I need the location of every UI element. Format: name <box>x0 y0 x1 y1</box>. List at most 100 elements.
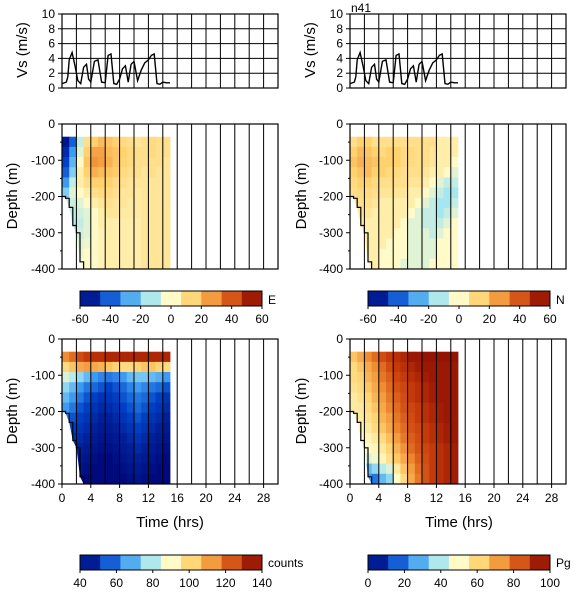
heatmap-cell <box>162 136 171 148</box>
heatmap-cell <box>422 146 430 158</box>
heatmap-cell <box>62 187 70 199</box>
heatmap-cell <box>400 351 408 363</box>
heatmap-cell <box>371 351 380 363</box>
heatmap-cell <box>436 473 444 485</box>
heatmap-cell <box>134 422 142 434</box>
heatmap-cell <box>429 258 437 270</box>
heatmap-cell <box>371 238 380 250</box>
heatmap-cell <box>126 412 135 424</box>
no-data-mask <box>62 411 84 484</box>
heatmap-cell <box>148 197 156 209</box>
heatmap-cell <box>407 422 416 434</box>
heatmap-cell <box>126 248 135 260</box>
heatmap-cell <box>414 382 423 393</box>
heatmap-cell <box>436 351 444 363</box>
heatmap-cell <box>148 136 156 148</box>
heatmap-cell <box>90 402 99 414</box>
colorbar-swatch <box>368 555 389 570</box>
heatmap-cell <box>407 412 416 424</box>
heatmap-cell <box>162 228 171 239</box>
heatmap-cell <box>148 402 156 414</box>
heatmap-cell <box>126 187 135 199</box>
heatmap-cell <box>422 228 430 239</box>
heatmap-cell <box>393 402 401 414</box>
heatmap-cell <box>436 402 444 414</box>
heatmap-cell <box>378 167 387 178</box>
heatmap-cell <box>450 351 459 363</box>
heatmap-cell <box>69 351 77 363</box>
heatmap-cell <box>98 453 106 465</box>
heatmap-cell <box>69 177 77 188</box>
heatmap-cell <box>429 157 437 168</box>
heatmap-cell <box>69 136 77 148</box>
heatmap-cell <box>112 136 120 148</box>
heatmap-cell <box>378 433 387 444</box>
heatmap-cell <box>83 392 92 403</box>
heatmap-cell <box>112 258 120 270</box>
heatmap-cell <box>90 238 99 250</box>
no-data-mask <box>62 196 84 269</box>
heatmap-cell <box>400 361 408 373</box>
heatmap-cell <box>90 382 99 393</box>
heatmap-cell <box>450 361 459 373</box>
heatmap-cell <box>364 351 372 363</box>
heatmap-cell <box>450 187 459 199</box>
heatmap-cell <box>148 228 156 239</box>
heatmap-cell <box>155 218 164 229</box>
heatmap-cell <box>69 187 77 199</box>
grid-lines <box>363 124 553 269</box>
heatmap-cell <box>134 453 142 465</box>
y-tick-label: -300 <box>31 441 55 455</box>
heatmap-cell <box>162 402 171 414</box>
heatmap-cell <box>134 187 142 199</box>
heatmap-cell <box>76 392 84 403</box>
y-tick-label: 0 <box>48 332 55 346</box>
heatmap-cell <box>429 453 437 465</box>
heatmap-cell <box>400 392 408 403</box>
heatmap-cell <box>393 372 401 383</box>
heatmap-cell <box>357 402 365 414</box>
heatmap-cell <box>155 136 164 148</box>
heatmap-cell <box>155 392 164 403</box>
heatmap-cell <box>162 207 171 219</box>
heatmap-cell <box>407 453 416 465</box>
heatmap-cell <box>98 228 106 239</box>
panel-pg: Depth (m) Time (hrs) 0 -100 -200 -300 -400 0 4… <box>293 332 567 531</box>
heatmap-cell <box>105 473 113 485</box>
heatmap-cell <box>386 157 394 168</box>
heatmap-cell <box>105 187 113 199</box>
heatmap-cell <box>422 372 430 383</box>
heatmap-cell <box>378 422 387 434</box>
heatmap-cell <box>386 238 394 250</box>
colorbar-n: N -60 -40 -20 0 20 40 60 <box>359 290 565 326</box>
y-tick-label: 8 <box>336 22 343 36</box>
heatmap-cell <box>155 351 164 363</box>
heatmap-cell <box>119 218 128 229</box>
heatmap-cell <box>76 177 84 188</box>
heatmap-cell <box>119 248 128 260</box>
heatmap-cell <box>414 351 423 363</box>
heatmap-cell <box>400 207 408 219</box>
heatmap-cell <box>414 258 423 270</box>
heatmap-cell <box>450 177 459 188</box>
heatmap-cell <box>112 187 120 199</box>
heatmap-cell <box>407 382 416 393</box>
heatmap-cell <box>90 218 99 229</box>
heatmap-cell <box>393 412 401 424</box>
heatmap-cell <box>155 433 164 444</box>
heatmap-cell <box>400 187 408 199</box>
heatmap-cell <box>69 412 77 424</box>
heatmap-cell <box>162 463 171 475</box>
heatmap-cell <box>98 258 106 270</box>
heatmap-cell <box>407 218 416 229</box>
heatmap-cell <box>148 351 156 363</box>
heatmap-cell <box>436 197 444 209</box>
heatmap-cell <box>119 197 128 209</box>
heatmap-cell <box>443 167 452 178</box>
heatmap-cell <box>126 372 135 383</box>
colorbar-tick-label: 100 <box>540 576 560 590</box>
heatmap-cell <box>400 463 408 475</box>
heatmap-cell <box>364 382 372 393</box>
colorbar-label-n: N <box>556 293 565 307</box>
